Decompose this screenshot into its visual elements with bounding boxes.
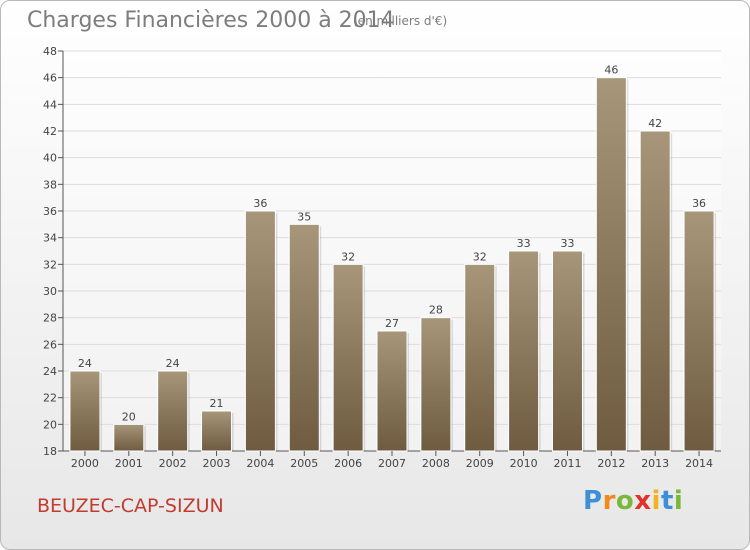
data-label: 46 [604, 64, 618, 77]
y-tick-label: 40 [43, 152, 57, 165]
logo-letter: i [651, 486, 661, 516]
data-label: 33 [560, 237, 574, 250]
y-tick-label: 36 [43, 205, 57, 218]
data-label: 36 [692, 197, 706, 210]
chart-title: Charges Financières 2000 à 2014 [27, 8, 395, 33]
bar [69, 370, 101, 452]
data-label: 24 [166, 357, 180, 370]
bar [595, 77, 627, 452]
y-tick-label: 24 [43, 365, 57, 378]
x-tick-label: 2000 [71, 457, 99, 470]
x-tick-label: 2001 [115, 457, 143, 470]
x-tick-label: 2010 [510, 457, 538, 470]
x-tick-label: 2008 [422, 457, 450, 470]
data-label: 24 [78, 357, 92, 370]
data-label: 32 [473, 250, 487, 263]
bar [288, 223, 320, 452]
bar [639, 130, 671, 452]
y-tick-label: 26 [43, 338, 57, 351]
data-label: 33 [517, 237, 531, 250]
y-tick-label: 28 [43, 312, 57, 325]
data-label: 21 [210, 397, 224, 410]
y-tick-label: 30 [43, 285, 57, 298]
x-tick-label: 2006 [334, 457, 362, 470]
y-tick-label: 18 [43, 445, 57, 458]
data-label: 20 [122, 410, 136, 423]
y-tick-label: 38 [43, 178, 57, 191]
logo-letter: o [615, 486, 635, 516]
bar [508, 250, 540, 452]
y-tick-label: 32 [43, 258, 57, 271]
y-tick-label: 44 [43, 98, 57, 111]
y-tick-label: 48 [43, 45, 57, 58]
y-tick-label: 20 [43, 418, 57, 431]
logo-letter: i [673, 486, 684, 516]
x-tick-label: 2003 [203, 457, 231, 470]
x-tick-label: 2012 [597, 457, 625, 470]
y-tick-label: 46 [43, 72, 57, 85]
x-tick-label: 2013 [641, 457, 669, 470]
bar [157, 370, 189, 452]
x-tick-label: 2004 [246, 457, 274, 470]
data-label: 35 [297, 210, 311, 223]
data-label: 28 [429, 304, 443, 317]
x-tick-label: 2009 [466, 457, 494, 470]
bar [332, 263, 364, 452]
logo-letter: x [634, 486, 652, 516]
bar [244, 210, 276, 452]
commune-name: BEUZEC-CAP-SIZUN [37, 495, 224, 517]
bar [683, 210, 715, 452]
x-tick-label: 2007 [378, 457, 406, 470]
bar [376, 330, 408, 452]
x-tick-label: 2005 [290, 457, 318, 470]
x-tick-label: 2011 [553, 457, 581, 470]
data-label: 32 [341, 250, 355, 263]
data-label: 27 [385, 317, 399, 330]
bar [464, 263, 496, 452]
data-label: 36 [253, 197, 267, 210]
logo-letter: P [583, 486, 603, 516]
chart-unit: (en milliers d'€) [353, 14, 448, 28]
x-tick-label: 2002 [159, 457, 187, 470]
bar [113, 423, 145, 452]
bar [420, 317, 452, 452]
logo-letter: t [660, 486, 674, 516]
logo-letter: r [602, 486, 616, 516]
bar [551, 250, 583, 452]
x-tick-label: 2014 [685, 457, 713, 470]
y-tick-label: 34 [43, 232, 57, 245]
y-tick-label: 22 [43, 392, 57, 405]
proxiti-logo: Proxiti [583, 486, 683, 516]
bar [201, 410, 233, 452]
y-tick-label: 42 [43, 125, 57, 138]
data-label: 42 [648, 117, 662, 130]
